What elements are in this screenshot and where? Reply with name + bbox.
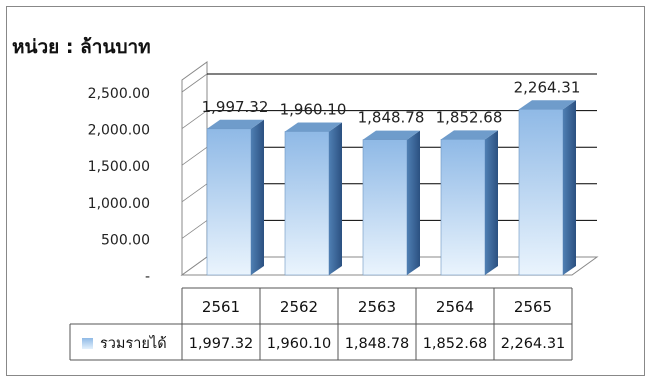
bar-side	[251, 119, 264, 275]
bar	[206, 119, 264, 276]
table-value: 1,960.10	[267, 336, 332, 352]
data-labels: 1,997.32 1,960.10 1,848.78 1,852.68 2,264.31	[202, 78, 581, 126]
bar-side	[563, 100, 576, 276]
bar	[518, 100, 576, 276]
legend-swatch	[82, 338, 93, 349]
gridline-diagonal	[181, 220, 208, 239]
gridline-diagonal	[181, 73, 208, 93]
gridline-diagonal	[181, 110, 208, 129]
table-value: 1,848.78	[345, 336, 410, 352]
bar-top	[363, 130, 420, 140]
bar-top	[207, 119, 264, 129]
bar-front	[518, 108, 564, 276]
bar	[284, 122, 342, 276]
bar-top	[519, 100, 576, 110]
y-tick-label: -	[145, 269, 150, 285]
table-value: 2,264.31	[501, 336, 566, 352]
y-tick-label: 1,500.00	[88, 159, 150, 175]
table-value: 1,852.68	[423, 336, 488, 352]
data-table: 2561 1,997.32 2562 1,960.10 2563 1,848.78 2564…	[69, 287, 573, 361]
bar-side	[485, 130, 498, 275]
bar-side	[407, 130, 420, 275]
bar-top	[285, 122, 342, 132]
legend-series-name: รวมรายได้	[100, 334, 167, 352]
unit-label: หน่วย : ล้านบาท	[12, 36, 151, 58]
data-label: 1,997.32	[202, 98, 269, 116]
y-axis-tick-labels: - 500.00 1,000.00 1,500.00 2,000.00 2,500.00	[88, 86, 150, 285]
x-tick-label: 2565	[514, 298, 552, 316]
bar-front	[440, 139, 486, 276]
data-label: 2,264.31	[514, 78, 581, 96]
x-tick-label: 2561	[202, 298, 240, 316]
x-tick-label: 2562	[280, 298, 318, 316]
bar	[440, 130, 498, 276]
left-wall	[181, 61, 208, 276]
data-label: 1,960.10	[280, 101, 347, 119]
data-label: 1,848.78	[358, 109, 425, 127]
data-label: 1,852.68	[436, 108, 503, 126]
y-tick-label: 2,500.00	[88, 86, 150, 102]
bar-front	[362, 139, 408, 276]
x-tick-label: 2563	[358, 298, 396, 316]
gridline-diagonal	[181, 146, 208, 166]
table-value: 1,997.32	[189, 336, 254, 352]
y-tick-label: 1,000.00	[88, 196, 150, 212]
bar-top	[441, 130, 498, 140]
bars	[206, 100, 576, 276]
bar	[362, 130, 420, 276]
y-tick-label: 500.00	[101, 232, 150, 248]
bar-front	[284, 131, 330, 276]
bar-side	[329, 122, 342, 275]
gridline-diagonal	[181, 183, 208, 203]
y-tick-label: 2,000.00	[88, 123, 150, 139]
x-tick-label: 2564	[436, 298, 474, 316]
bar-front	[206, 128, 252, 276]
